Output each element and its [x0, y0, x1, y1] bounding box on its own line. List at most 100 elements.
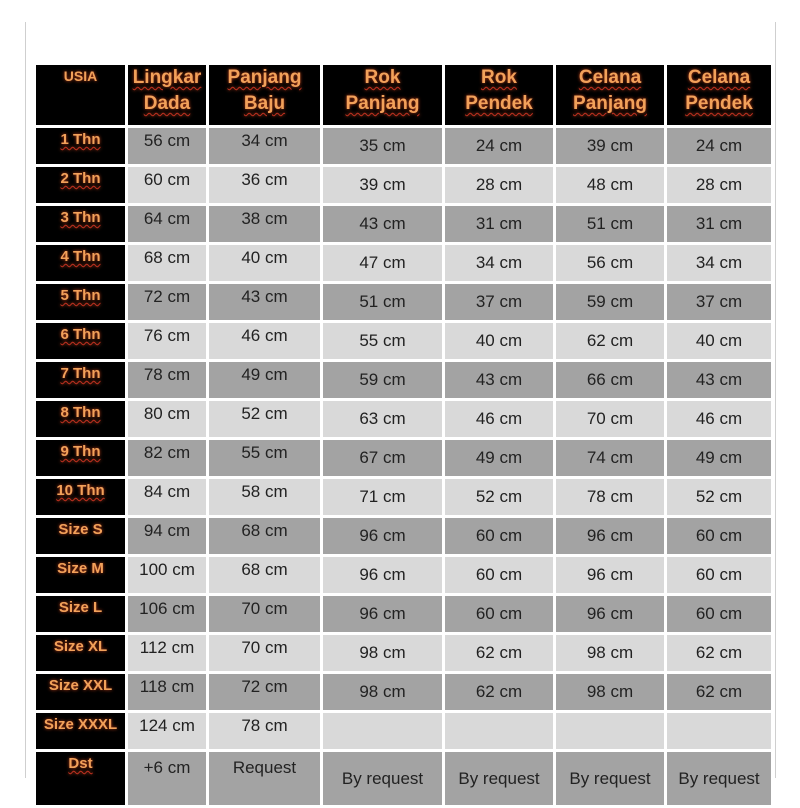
table-cell: 35 cm — [323, 128, 442, 164]
table-cell: 59 cm — [556, 284, 664, 320]
table-cell: 100 cm — [128, 557, 206, 593]
table-cell: 43 cm — [445, 362, 553, 398]
age-label-text: 1 Thn — [60, 131, 101, 148]
table-cell: 40 cm — [445, 323, 553, 359]
table-cell: 60 cm — [445, 518, 553, 554]
age-label-text: Size S — [58, 521, 103, 538]
table-cell: 96 cm — [556, 596, 664, 632]
table-row: 1 Thn 56 cm 34 cm 35 cm 24 cm 39 cm 24 cm — [36, 128, 771, 164]
table-row: 2 Thn 60 cm 36 cm 39 cm 28 cm 48 cm 28 cm — [36, 167, 771, 203]
frame-right-border — [775, 22, 776, 778]
column-header-text: Celana — [578, 67, 642, 88]
table-cell: 47 cm — [323, 245, 442, 281]
frame-left-border — [25, 22, 26, 778]
table-row: Size S 94 cm 68 cm 96 cm 60 cm 96 cm 60 cm — [36, 518, 771, 554]
table-cell: 60 cm — [667, 557, 771, 593]
table-cell — [667, 713, 771, 749]
age-label: 6 Thn — [36, 323, 125, 359]
table-cell: 68 cm — [128, 245, 206, 281]
column-header-text: Pendek — [685, 93, 753, 114]
table-cell: 98 cm — [323, 635, 442, 671]
age-label-text: 6 Thn — [60, 326, 101, 343]
table-cell: 48 cm — [556, 167, 664, 203]
age-label-text: 9 Thn — [60, 443, 101, 460]
table-cell: 106 cm — [128, 596, 206, 632]
age-label-text: 8 Thn — [60, 404, 101, 421]
age-label: Size L — [36, 596, 125, 632]
table-cell: 68 cm — [209, 557, 320, 593]
column-header-text: Celana — [687, 67, 751, 88]
table-cell: 60 cm — [128, 167, 206, 203]
table-cell: 52 cm — [209, 401, 320, 437]
table-cell: 112 cm — [128, 635, 206, 671]
table-cell: 59 cm — [323, 362, 442, 398]
table-cell: By request — [556, 752, 664, 805]
age-label: 7 Thn — [36, 362, 125, 398]
table-cell: 24 cm — [445, 128, 553, 164]
age-label-text: Size XXXL — [43, 716, 118, 733]
column-header: Celana Pendek — [667, 65, 771, 125]
table-cell: 60 cm — [445, 557, 553, 593]
table-row: 4 Thn 68 cm 40 cm 47 cm 34 cm 56 cm 34 cm — [36, 245, 771, 281]
column-header-text: Panjang — [573, 93, 647, 114]
table-row: 10 Thn 84 cm 58 cm 71 cm 52 cm 78 cm 52 cm — [36, 479, 771, 515]
age-label-text: 5 Thn — [60, 287, 101, 304]
column-header-text: Dada — [143, 93, 191, 114]
table-cell: 98 cm — [556, 635, 664, 671]
table-cell: 64 cm — [128, 206, 206, 242]
table-cell — [556, 713, 664, 749]
table-cell: 40 cm — [667, 323, 771, 359]
table-cell: 70 cm — [209, 635, 320, 671]
table-cell: 67 cm — [323, 440, 442, 476]
age-label: Size XXXL — [36, 713, 125, 749]
table-cell: Request — [209, 752, 320, 805]
table-cell: 55 cm — [323, 323, 442, 359]
table-row: 9 Thn 82 cm 55 cm 67 cm 49 cm 74 cm 49 cm — [36, 440, 771, 476]
table-cell: 43 cm — [209, 284, 320, 320]
table-cell: 31 cm — [667, 206, 771, 242]
table-row: Size M 100 cm 68 cm 96 cm 60 cm 96 cm 60 cm — [36, 557, 771, 593]
table-row: Size XL 112 cm 70 cm 98 cm 62 cm 98 cm 62 cm — [36, 635, 771, 671]
age-label: Size M — [36, 557, 125, 593]
column-header-text: Rok — [481, 67, 517, 88]
table-cell: 70 cm — [556, 401, 664, 437]
table-cell: 34 cm — [445, 245, 553, 281]
table-cell: 52 cm — [445, 479, 553, 515]
table-cell: 96 cm — [556, 518, 664, 554]
age-label-text: 2 Thn — [60, 170, 101, 187]
age-label-text: 10 Thn — [56, 482, 105, 499]
table-cell: 31 cm — [445, 206, 553, 242]
table-cell: 39 cm — [556, 128, 664, 164]
table-cell: 46 cm — [209, 323, 320, 359]
table-cell: 60 cm — [667, 518, 771, 554]
table-cell: 49 cm — [667, 440, 771, 476]
table-cell: 46 cm — [667, 401, 771, 437]
size-chart-table: USIA Lingkar Dada Panjang Baju Rok Panjang Rok P… — [33, 62, 774, 808]
age-label-text: Size M — [57, 560, 104, 577]
table-cell: 124 cm — [128, 713, 206, 749]
table-cell: 68 cm — [209, 518, 320, 554]
age-label: Size XXL — [36, 674, 125, 710]
age-label: 10 Thn — [36, 479, 125, 515]
table-cell: 80 cm — [128, 401, 206, 437]
age-label: Size XL — [36, 635, 125, 671]
table-cell: By request — [667, 752, 771, 805]
table-cell: 62 cm — [445, 674, 553, 710]
column-header: Lingkar Dada — [128, 65, 206, 125]
age-label: 5 Thn — [36, 284, 125, 320]
column-header: Rok Pendek — [445, 65, 553, 125]
column-header: Panjang Baju — [209, 65, 320, 125]
table-row: Size XXXL 124 cm 78 cm — [36, 713, 771, 749]
table-cell: 63 cm — [323, 401, 442, 437]
table-row: 8 Thn 80 cm 52 cm 63 cm 46 cm 70 cm 46 cm — [36, 401, 771, 437]
column-header: USIA — [36, 65, 125, 125]
table-cell: 84 cm — [128, 479, 206, 515]
table-cell: 66 cm — [556, 362, 664, 398]
table-cell: 34 cm — [209, 128, 320, 164]
table-cell: 56 cm — [556, 245, 664, 281]
table-cell: 51 cm — [323, 284, 442, 320]
table-cell: +6 cm — [128, 752, 206, 805]
table-row: 6 Thn 76 cm 46 cm 55 cm 40 cm 62 cm 40 cm — [36, 323, 771, 359]
column-header-text: Panjang — [227, 67, 302, 88]
table-cell: 72 cm — [128, 284, 206, 320]
